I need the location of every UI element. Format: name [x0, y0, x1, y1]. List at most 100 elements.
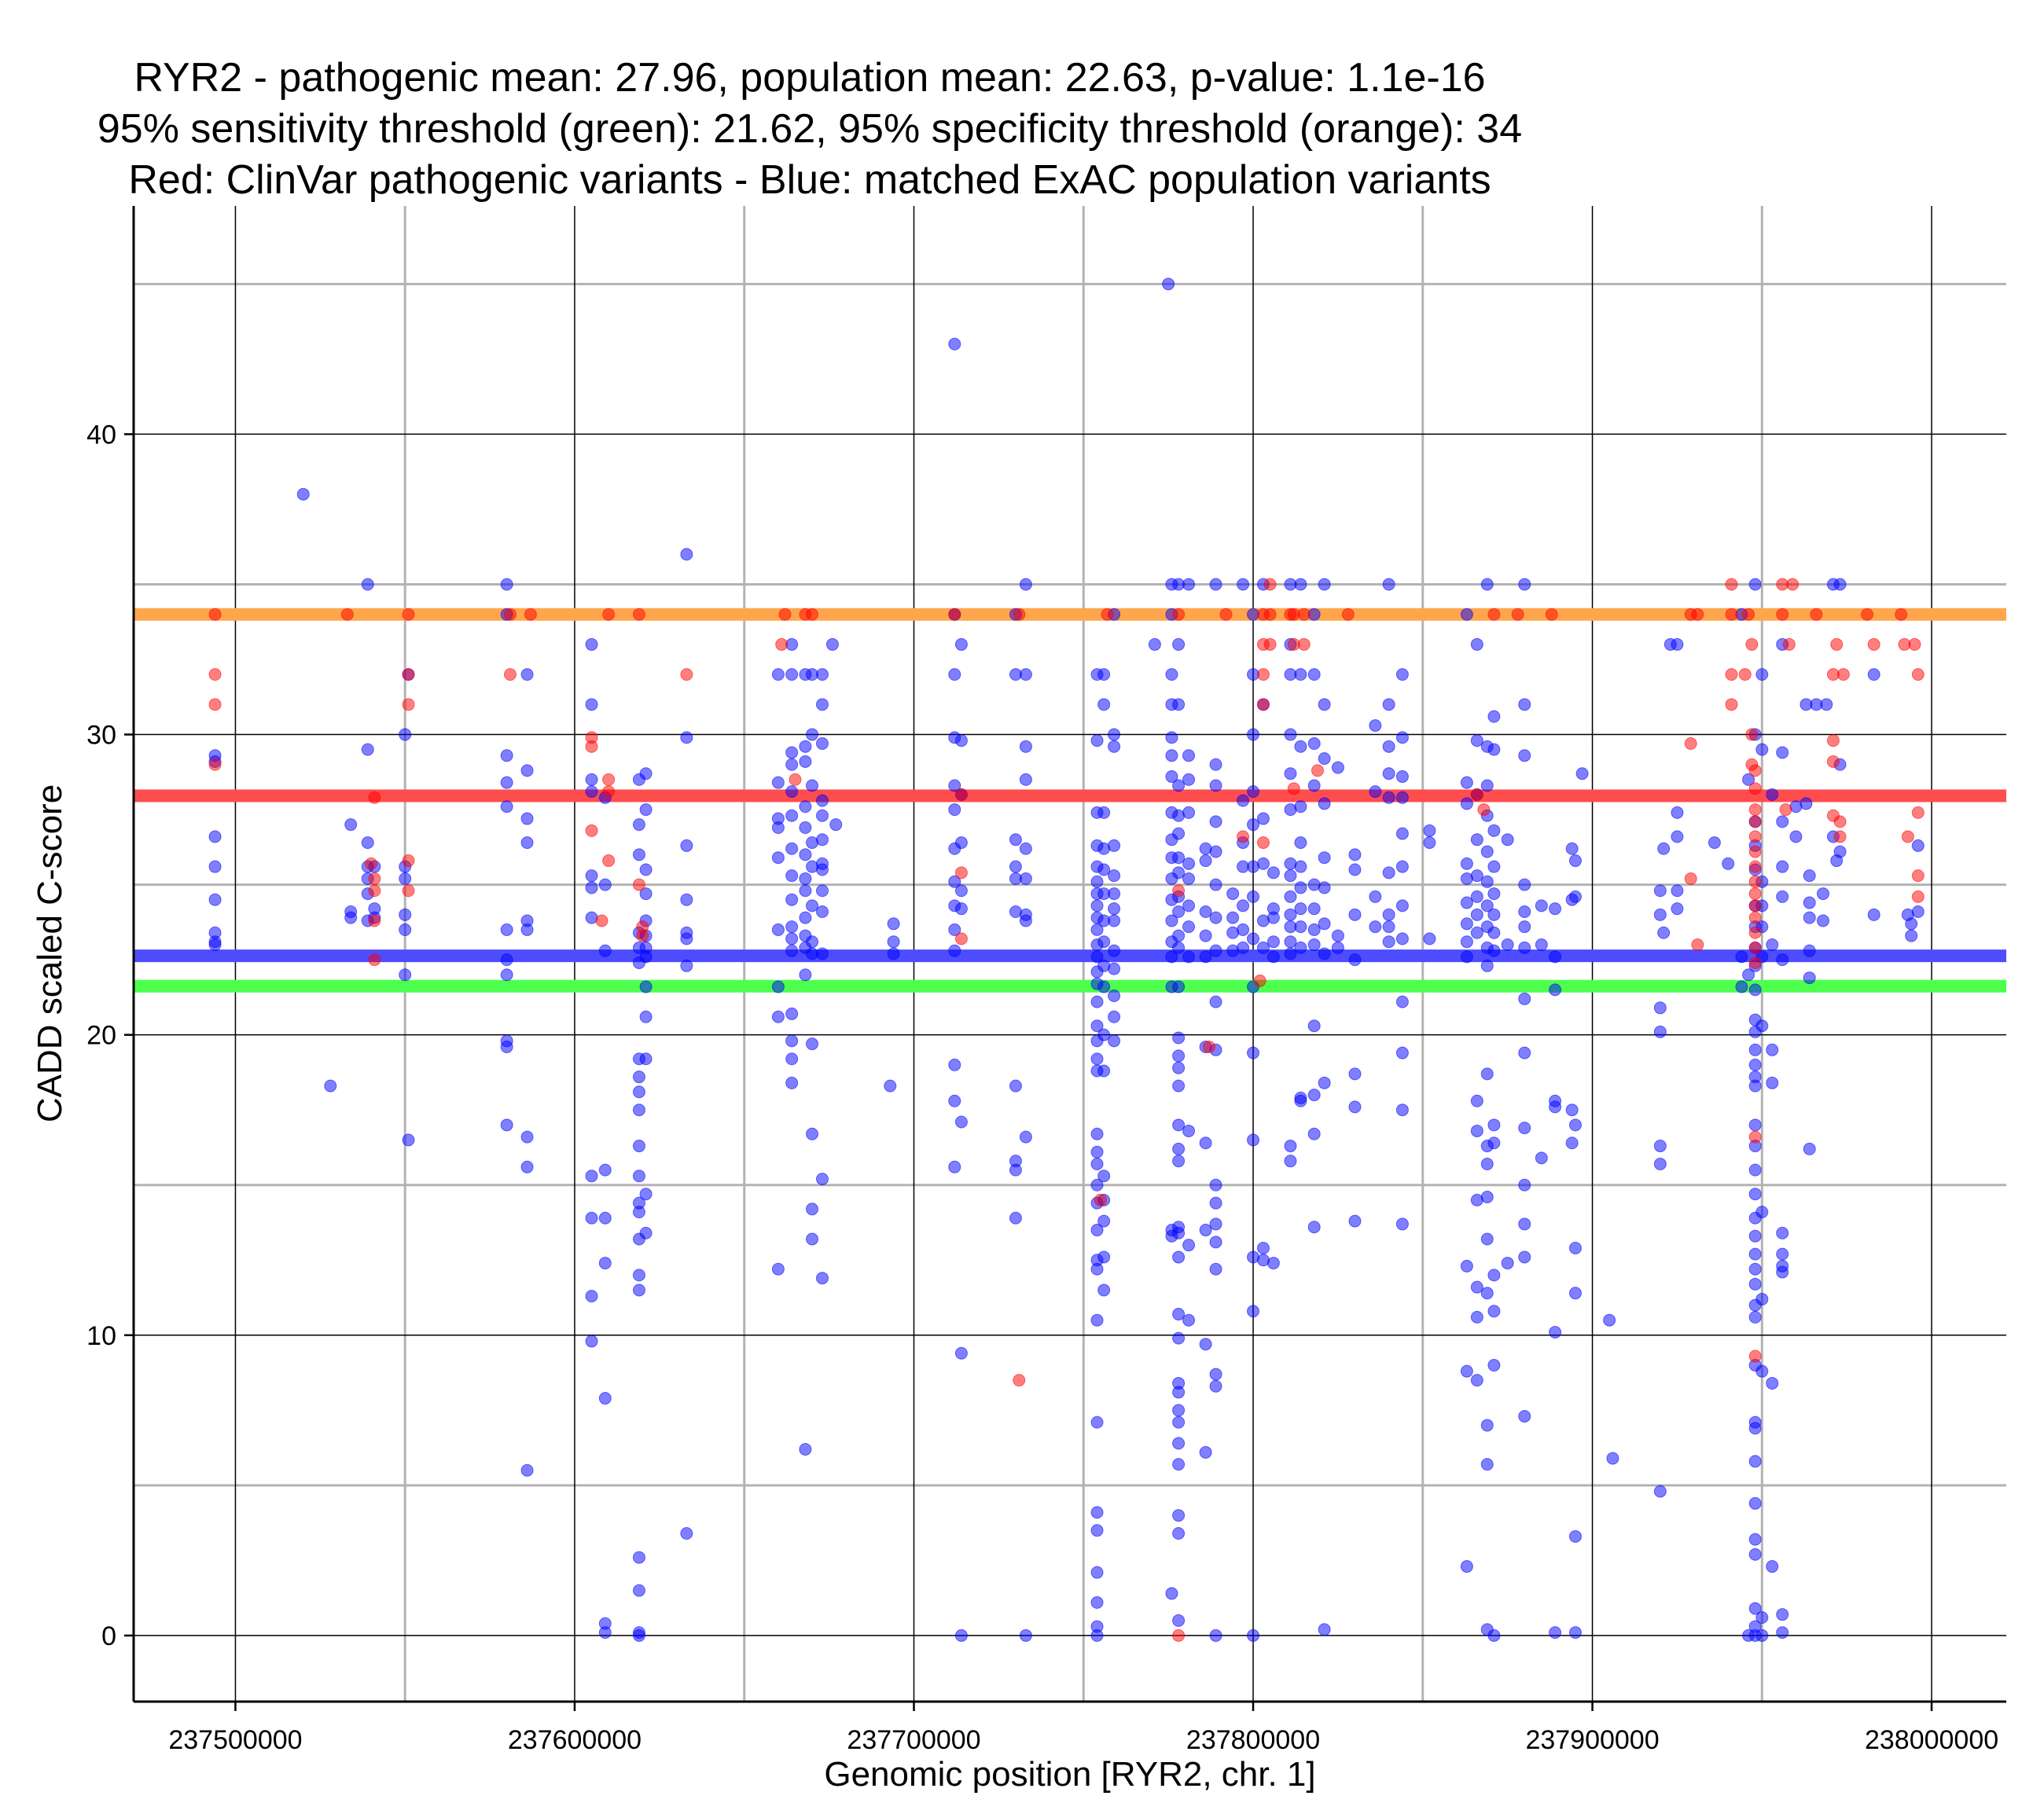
data-point — [1487, 824, 1501, 837]
data-point — [1776, 860, 1789, 873]
data-point — [361, 836, 374, 850]
data-point — [399, 968, 412, 982]
data-point — [1477, 803, 1491, 817]
data-point — [1090, 1019, 1104, 1033]
title-line-1: RYR2 - pathogenic mean: 27.96, populatio… — [134, 55, 1485, 101]
data-point — [1209, 758, 1222, 771]
data-point — [1209, 1196, 1222, 1210]
data-point — [789, 773, 802, 786]
data-point — [1019, 872, 1032, 885]
data-point — [1348, 848, 1362, 861]
data-point — [1108, 1010, 1121, 1023]
data-point — [1172, 1250, 1186, 1264]
data-point — [1755, 1206, 1769, 1219]
data-point — [1108, 944, 1121, 957]
data-point — [1568, 1118, 1582, 1132]
data-point — [825, 637, 839, 651]
data-point — [1748, 1496, 1762, 1510]
data-point — [1182, 749, 1196, 762]
data-point — [1331, 761, 1344, 774]
data-point — [954, 836, 968, 850]
data-point — [1568, 1287, 1582, 1300]
data-point — [1487, 908, 1501, 921]
data-point — [1148, 637, 1161, 651]
data-point — [1090, 875, 1104, 888]
data-point — [1108, 728, 1121, 741]
data-point — [1803, 869, 1816, 883]
data-point — [815, 1272, 829, 1285]
data-point — [585, 698, 598, 711]
data-point — [598, 1211, 612, 1225]
data-point — [948, 608, 961, 621]
data-point — [1501, 938, 1514, 952]
data-point — [208, 698, 222, 711]
data-point — [1742, 773, 1755, 786]
data-point — [1172, 980, 1186, 993]
data-point — [1097, 935, 1111, 949]
y-tick-label: 20 — [86, 1021, 116, 1051]
data-point — [1549, 902, 1562, 916]
data-point — [680, 932, 693, 946]
data-point — [1318, 797, 1331, 810]
data-point — [598, 944, 612, 957]
data-point — [1460, 797, 1473, 810]
data-point — [1776, 1247, 1789, 1261]
data-point — [785, 1034, 799, 1048]
data-point — [1209, 878, 1222, 891]
data-point — [785, 869, 799, 883]
data-point — [1518, 578, 1531, 591]
data-point — [1348, 1100, 1362, 1114]
data-point — [1748, 764, 1762, 777]
data-point — [1395, 860, 1409, 873]
data-point — [1219, 608, 1233, 621]
data-point — [1097, 863, 1111, 876]
data-point — [1480, 899, 1494, 913]
data-point — [1487, 1359, 1501, 1372]
data-point — [1748, 803, 1762, 817]
data-point — [500, 800, 513, 813]
data-point — [948, 923, 961, 936]
data-point — [1803, 971, 1816, 985]
data-point — [1480, 959, 1494, 972]
data-point — [1348, 1214, 1362, 1228]
data-point — [399, 728, 412, 741]
data-point — [1470, 1094, 1483, 1107]
data-point — [1748, 1130, 1762, 1144]
data-point — [1748, 875, 1762, 888]
data-point — [500, 749, 513, 762]
data-point — [585, 1290, 598, 1303]
data-point — [1162, 277, 1175, 291]
data-point — [1487, 860, 1501, 873]
data-point — [402, 668, 415, 681]
data-point — [1901, 830, 1914, 843]
data-point — [1097, 668, 1111, 681]
data-point — [1748, 1079, 1762, 1092]
data-point — [1226, 887, 1240, 901]
data-point — [1172, 827, 1186, 840]
data-point — [1199, 1338, 1212, 1351]
data-point — [1766, 1560, 1779, 1573]
data-point — [1487, 926, 1501, 939]
data-point — [1487, 710, 1501, 723]
data-point — [340, 608, 354, 621]
data-point — [771, 821, 785, 835]
data-point — [1671, 806, 1684, 819]
data-point — [1294, 740, 1307, 753]
data-point — [806, 1037, 819, 1051]
data-point — [585, 1335, 598, 1348]
data-point — [954, 788, 968, 801]
data-point — [500, 1040, 513, 1053]
data-point — [1331, 929, 1344, 942]
data-point — [1480, 1191, 1494, 1204]
data-point — [1487, 1269, 1501, 1282]
data-point — [1480, 845, 1494, 858]
data-point — [806, 1203, 819, 1216]
data-point — [1480, 1232, 1494, 1246]
data-point — [1284, 947, 1297, 960]
data-point — [520, 1463, 534, 1477]
data-point — [1108, 740, 1121, 753]
data-point — [1165, 668, 1178, 681]
data-point — [296, 487, 310, 501]
axes — [132, 206, 2006, 1703]
y-tick-label: 30 — [86, 721, 116, 751]
